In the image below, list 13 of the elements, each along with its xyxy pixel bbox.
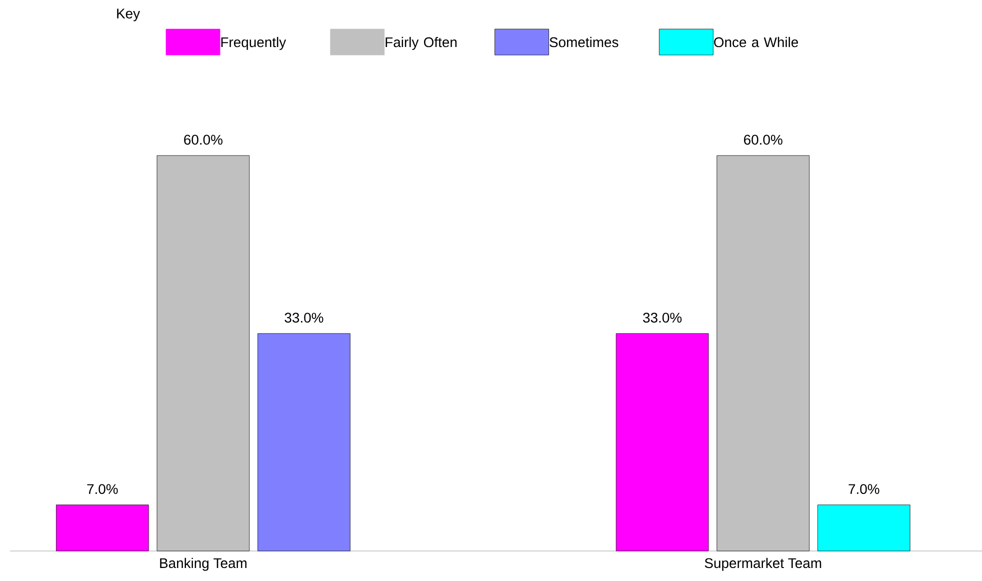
legend-label: Sometimes: [550, 36, 618, 48]
data-label: 33.0%: [284, 312, 324, 323]
x-tick-label: Supermarket Team: [704, 558, 822, 571]
data-label: 33.0%: [643, 312, 682, 323]
data-label: 60.0%: [184, 134, 222, 145]
data-label: 7.0%: [848, 484, 880, 494]
data-label: 7.0%: [87, 484, 118, 494]
data-label: 60.0%: [744, 134, 782, 145]
legend-label: Once a While: [714, 36, 798, 48]
legend-title: Key: [117, 8, 140, 22]
x-tick-label: Banking Team: [160, 558, 246, 571]
legend-label: Fairly Often: [386, 36, 457, 50]
legend-label: Frequently: [221, 36, 286, 50]
